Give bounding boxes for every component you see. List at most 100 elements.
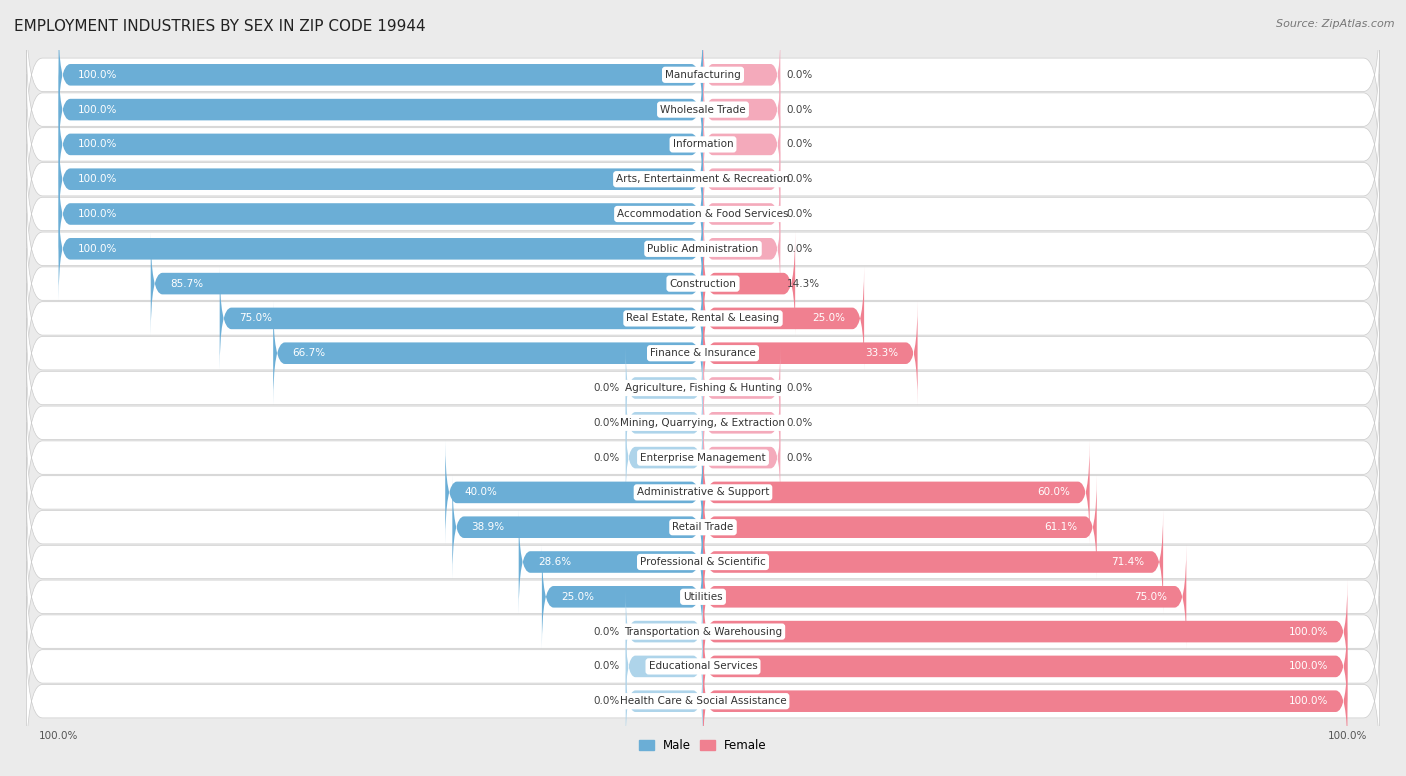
Text: 100.0%: 100.0%	[77, 174, 117, 184]
FancyBboxPatch shape	[703, 441, 1090, 544]
FancyBboxPatch shape	[27, 317, 1379, 459]
FancyBboxPatch shape	[27, 492, 1379, 632]
FancyBboxPatch shape	[703, 138, 780, 220]
Text: 0.0%: 0.0%	[787, 244, 813, 254]
FancyBboxPatch shape	[703, 381, 780, 464]
Text: 0.0%: 0.0%	[593, 452, 619, 462]
FancyBboxPatch shape	[27, 144, 1379, 284]
Text: 66.7%: 66.7%	[292, 348, 326, 359]
Text: Information: Information	[672, 140, 734, 150]
Text: 75.0%: 75.0%	[239, 314, 271, 324]
Text: 85.7%: 85.7%	[170, 279, 204, 289]
FancyBboxPatch shape	[703, 33, 780, 116]
FancyBboxPatch shape	[703, 266, 865, 370]
FancyBboxPatch shape	[27, 561, 1379, 702]
Text: 100.0%: 100.0%	[77, 70, 117, 80]
FancyBboxPatch shape	[27, 387, 1379, 528]
Text: Transportation & Warehousing: Transportation & Warehousing	[624, 626, 782, 636]
FancyBboxPatch shape	[27, 74, 1379, 215]
Text: Real Estate, Rental & Leasing: Real Estate, Rental & Leasing	[627, 314, 779, 324]
FancyBboxPatch shape	[27, 457, 1379, 598]
Text: 0.0%: 0.0%	[787, 209, 813, 219]
FancyBboxPatch shape	[59, 197, 703, 300]
Text: Construction: Construction	[669, 279, 737, 289]
FancyBboxPatch shape	[27, 109, 1379, 250]
Text: 0.0%: 0.0%	[787, 105, 813, 115]
Text: 0.0%: 0.0%	[593, 661, 619, 671]
FancyBboxPatch shape	[27, 40, 1379, 180]
FancyBboxPatch shape	[59, 127, 703, 231]
FancyBboxPatch shape	[703, 103, 780, 185]
Text: 60.0%: 60.0%	[1038, 487, 1070, 497]
Text: 100.0%: 100.0%	[77, 105, 117, 115]
FancyBboxPatch shape	[273, 301, 703, 405]
Text: Public Administration: Public Administration	[647, 244, 759, 254]
Text: 0.0%: 0.0%	[593, 383, 619, 393]
FancyBboxPatch shape	[703, 207, 780, 290]
FancyBboxPatch shape	[59, 23, 703, 126]
Text: 0.0%: 0.0%	[787, 140, 813, 150]
Text: Utilities: Utilities	[683, 592, 723, 602]
Text: Enterprise Management: Enterprise Management	[640, 452, 766, 462]
FancyBboxPatch shape	[626, 416, 703, 499]
FancyBboxPatch shape	[703, 476, 1097, 579]
Text: 100.0%: 100.0%	[77, 140, 117, 150]
Text: Arts, Entertainment & Recreation: Arts, Entertainment & Recreation	[616, 174, 790, 184]
Text: Retail Trade: Retail Trade	[672, 522, 734, 532]
FancyBboxPatch shape	[27, 248, 1379, 389]
FancyBboxPatch shape	[219, 266, 703, 370]
Text: Accommodation & Food Services: Accommodation & Food Services	[617, 209, 789, 219]
FancyBboxPatch shape	[703, 301, 918, 405]
Text: Finance & Insurance: Finance & Insurance	[650, 348, 756, 359]
Text: 0.0%: 0.0%	[787, 383, 813, 393]
Text: Mining, Quarrying, & Extraction: Mining, Quarrying, & Extraction	[620, 417, 786, 428]
Text: 33.3%: 33.3%	[865, 348, 898, 359]
FancyBboxPatch shape	[626, 381, 703, 464]
FancyBboxPatch shape	[703, 580, 1347, 684]
Text: Wholesale Trade: Wholesale Trade	[661, 105, 745, 115]
FancyBboxPatch shape	[703, 650, 1347, 753]
FancyBboxPatch shape	[59, 92, 703, 196]
Text: Professional & Scientific: Professional & Scientific	[640, 557, 766, 567]
FancyBboxPatch shape	[703, 545, 1187, 649]
FancyBboxPatch shape	[446, 441, 703, 544]
FancyBboxPatch shape	[626, 347, 703, 429]
FancyBboxPatch shape	[626, 660, 703, 743]
Text: 40.0%: 40.0%	[464, 487, 498, 497]
FancyBboxPatch shape	[453, 476, 703, 579]
FancyBboxPatch shape	[519, 510, 703, 614]
Text: Administrative & Support: Administrative & Support	[637, 487, 769, 497]
Text: 14.3%: 14.3%	[787, 279, 820, 289]
Text: 0.0%: 0.0%	[787, 452, 813, 462]
Text: 0.0%: 0.0%	[593, 417, 619, 428]
Text: 100.0%: 100.0%	[77, 209, 117, 219]
FancyBboxPatch shape	[703, 172, 780, 255]
Text: Educational Services: Educational Services	[648, 661, 758, 671]
Text: 100.0%: 100.0%	[77, 244, 117, 254]
Text: 0.0%: 0.0%	[787, 174, 813, 184]
Text: 75.0%: 75.0%	[1135, 592, 1167, 602]
Text: 71.4%: 71.4%	[1111, 557, 1144, 567]
Legend: Male, Female: Male, Female	[634, 734, 772, 757]
Text: 100.0%: 100.0%	[1289, 626, 1329, 636]
FancyBboxPatch shape	[27, 352, 1379, 493]
FancyBboxPatch shape	[27, 213, 1379, 354]
FancyBboxPatch shape	[703, 232, 796, 335]
Text: 25.0%: 25.0%	[561, 592, 595, 602]
FancyBboxPatch shape	[150, 232, 703, 335]
Text: 38.9%: 38.9%	[471, 522, 505, 532]
FancyBboxPatch shape	[27, 631, 1379, 771]
Text: Agriculture, Fishing & Hunting: Agriculture, Fishing & Hunting	[624, 383, 782, 393]
FancyBboxPatch shape	[27, 178, 1379, 319]
FancyBboxPatch shape	[626, 591, 703, 673]
FancyBboxPatch shape	[27, 596, 1379, 736]
FancyBboxPatch shape	[59, 57, 703, 161]
Text: 100.0%: 100.0%	[1289, 661, 1329, 671]
FancyBboxPatch shape	[27, 526, 1379, 667]
Text: 100.0%: 100.0%	[1289, 696, 1329, 706]
Text: 28.6%: 28.6%	[538, 557, 571, 567]
FancyBboxPatch shape	[703, 416, 780, 499]
Text: 61.1%: 61.1%	[1045, 522, 1077, 532]
Text: 0.0%: 0.0%	[593, 696, 619, 706]
Text: EMPLOYMENT INDUSTRIES BY SEX IN ZIP CODE 19944: EMPLOYMENT INDUSTRIES BY SEX IN ZIP CODE…	[14, 19, 426, 34]
